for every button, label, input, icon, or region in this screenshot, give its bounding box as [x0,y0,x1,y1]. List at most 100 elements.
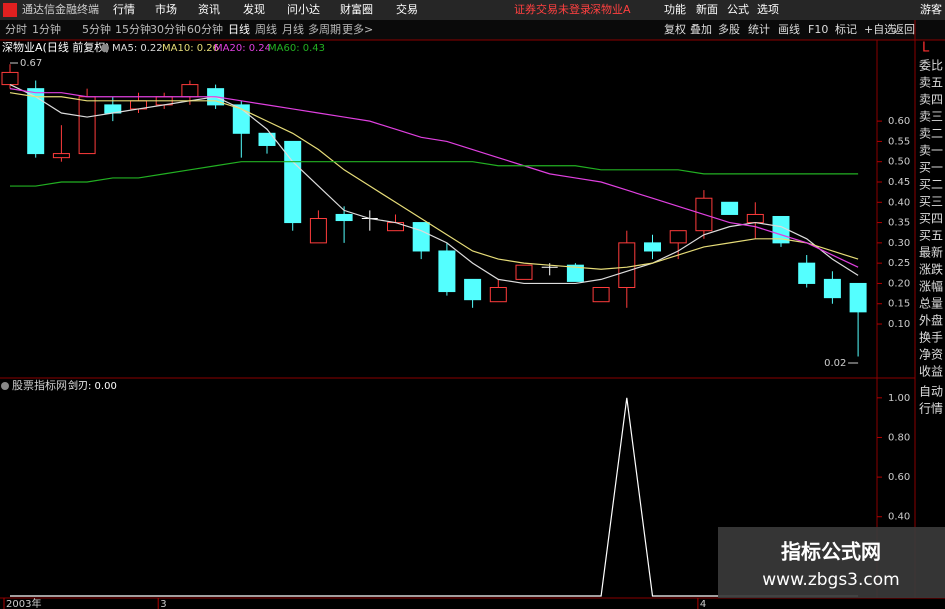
auto-quote[interactable]: 自动 [919,385,943,399]
period-tab[interactable]: 多周期 [308,22,341,36]
candle-body [464,278,482,301]
quote-field: 卖三 [919,110,943,124]
stock-name: 深物业A [590,2,631,16]
candle-body [823,278,841,299]
quote-field: 总量 [919,297,943,311]
menu-item[interactable]: 市场 [155,2,177,16]
candle-body [27,88,45,155]
candle-body [1,71,19,86]
menu-item[interactable]: 资讯 [198,3,220,16]
user[interactable]: 游客 [920,2,942,16]
line-series [9,88,859,268]
y-tick-label: 0.15 [888,299,910,310]
legend-entry: MA20: 0.24 [214,43,271,54]
candle-body [335,213,353,222]
tool-item[interactable]: 新面 [696,2,718,16]
candle-body [78,96,96,155]
candle-body [438,250,456,293]
menu-item[interactable]: 财富圈 [340,2,373,16]
menu-item[interactable]: 交易 [396,2,418,16]
period-tab[interactable]: 15分钟 [115,22,151,36]
app-name: 通达信金融终端 [22,2,99,16]
auto-quote[interactable]: 行情 [919,402,943,416]
legend-entry: MA10: 0.26 [162,43,219,54]
settings-icon[interactable] [101,44,109,52]
candle-body [644,242,661,252]
login-notice[interactable]: 证券交易未登录 [514,2,591,16]
y-tick-label: 1.00 [888,393,910,404]
quote-field: 买一 [919,161,943,175]
legend-entry: MA5: 0.22 [112,43,163,54]
menu-item[interactable]: 问小达 [287,3,320,16]
toolbar-button[interactable]: 多股 [718,22,740,36]
period-tab[interactable]: 60分钟 [187,22,223,36]
line-series [9,92,859,270]
y-tick-label: 0.30 [888,238,910,249]
toolbar-button[interactable]: 统计 [748,23,770,36]
quote-field: 卖五 [919,76,943,90]
quote-corner: L [922,41,930,56]
line-series [10,161,859,187]
menu-item[interactable]: 发现 [243,2,265,16]
period-tab[interactable]: 5分钟 [82,22,111,36]
quote-field: 收益 [919,365,943,379]
settings-icon[interactable] [1,382,9,390]
quote-field: 买四 [919,212,943,226]
legend-entry: MA60: 0.43 [268,43,325,54]
menu-item[interactable]: 行情 [113,3,135,16]
toolbar-button[interactable]: 复权 [664,22,686,36]
indicator-title: 股票指标网 [12,378,67,392]
period-tab[interactable]: 分时 [5,23,27,36]
period-tab[interactable]: 30分钟 [150,22,186,36]
watermark: 指标公式网 www.zbgs3.com [718,527,945,598]
y-tick-label: 0.25 [888,258,910,269]
title-bar [0,0,945,20]
x-tick-label: 3 [160,599,166,609]
tool-item[interactable]: 公式 [727,3,749,16]
y-tick-label: 0.60 [888,472,910,483]
watermark-title: 指标公式网 [781,540,881,564]
y-tick-label: 0.45 [888,177,910,188]
y-tick-label: 0.50 [888,157,910,168]
quote-field: 外盘 [919,313,943,328]
tool-item[interactable]: 选项 [757,3,779,16]
candle-body [798,262,816,284]
quote-field: 最新 [919,245,943,260]
app-logo [3,3,17,17]
tool-item[interactable]: 功能 [664,2,686,16]
candle-body [566,264,584,282]
period-tab[interactable]: 日线 [228,22,250,36]
y-tick-label: 0.10 [888,319,910,330]
y-tick-label: 0.60 [888,116,910,127]
toolbar-button[interactable]: 标记 [835,22,857,36]
watermark-box [718,527,945,598]
quote-field: 卖四 [919,93,943,107]
candle-body [258,132,276,146]
line-series [10,397,859,597]
quote-field: 委比 [919,59,943,73]
quote-field: 净资 [919,348,943,362]
candle-body [181,84,199,98]
toolbar-button[interactable]: 画线 [778,22,800,36]
quote-field: 卖一 [919,144,943,158]
candle-body [515,264,533,280]
toolbar-button[interactable]: +自选 [864,23,895,36]
watermark-url: www.zbgs3.com [762,570,899,590]
period-tab[interactable]: 月线 [282,22,304,36]
candle-body [412,222,430,252]
candle-body [618,242,636,289]
candle-body [52,153,70,159]
period-tab[interactable]: 1分钟 [32,22,61,36]
period-tab[interactable]: 更多> [342,22,373,36]
quote-field: 换手 [919,331,943,345]
toolbar-button[interactable]: F10 [808,23,828,36]
x-tick-label: 2003年 [6,597,41,609]
toolbar-button[interactable]: 叠加 [690,23,712,36]
period-tab[interactable]: 周线 [255,22,277,36]
toolbar-button[interactable]: 返回 [893,23,915,36]
toolbar [0,20,945,40]
annotation: 0.67 [20,58,42,69]
quote-field: 买二 [919,178,943,192]
y-tick-label: 0.80 [888,432,910,443]
legend-entry: 剑刃: 0.00 [68,379,117,392]
